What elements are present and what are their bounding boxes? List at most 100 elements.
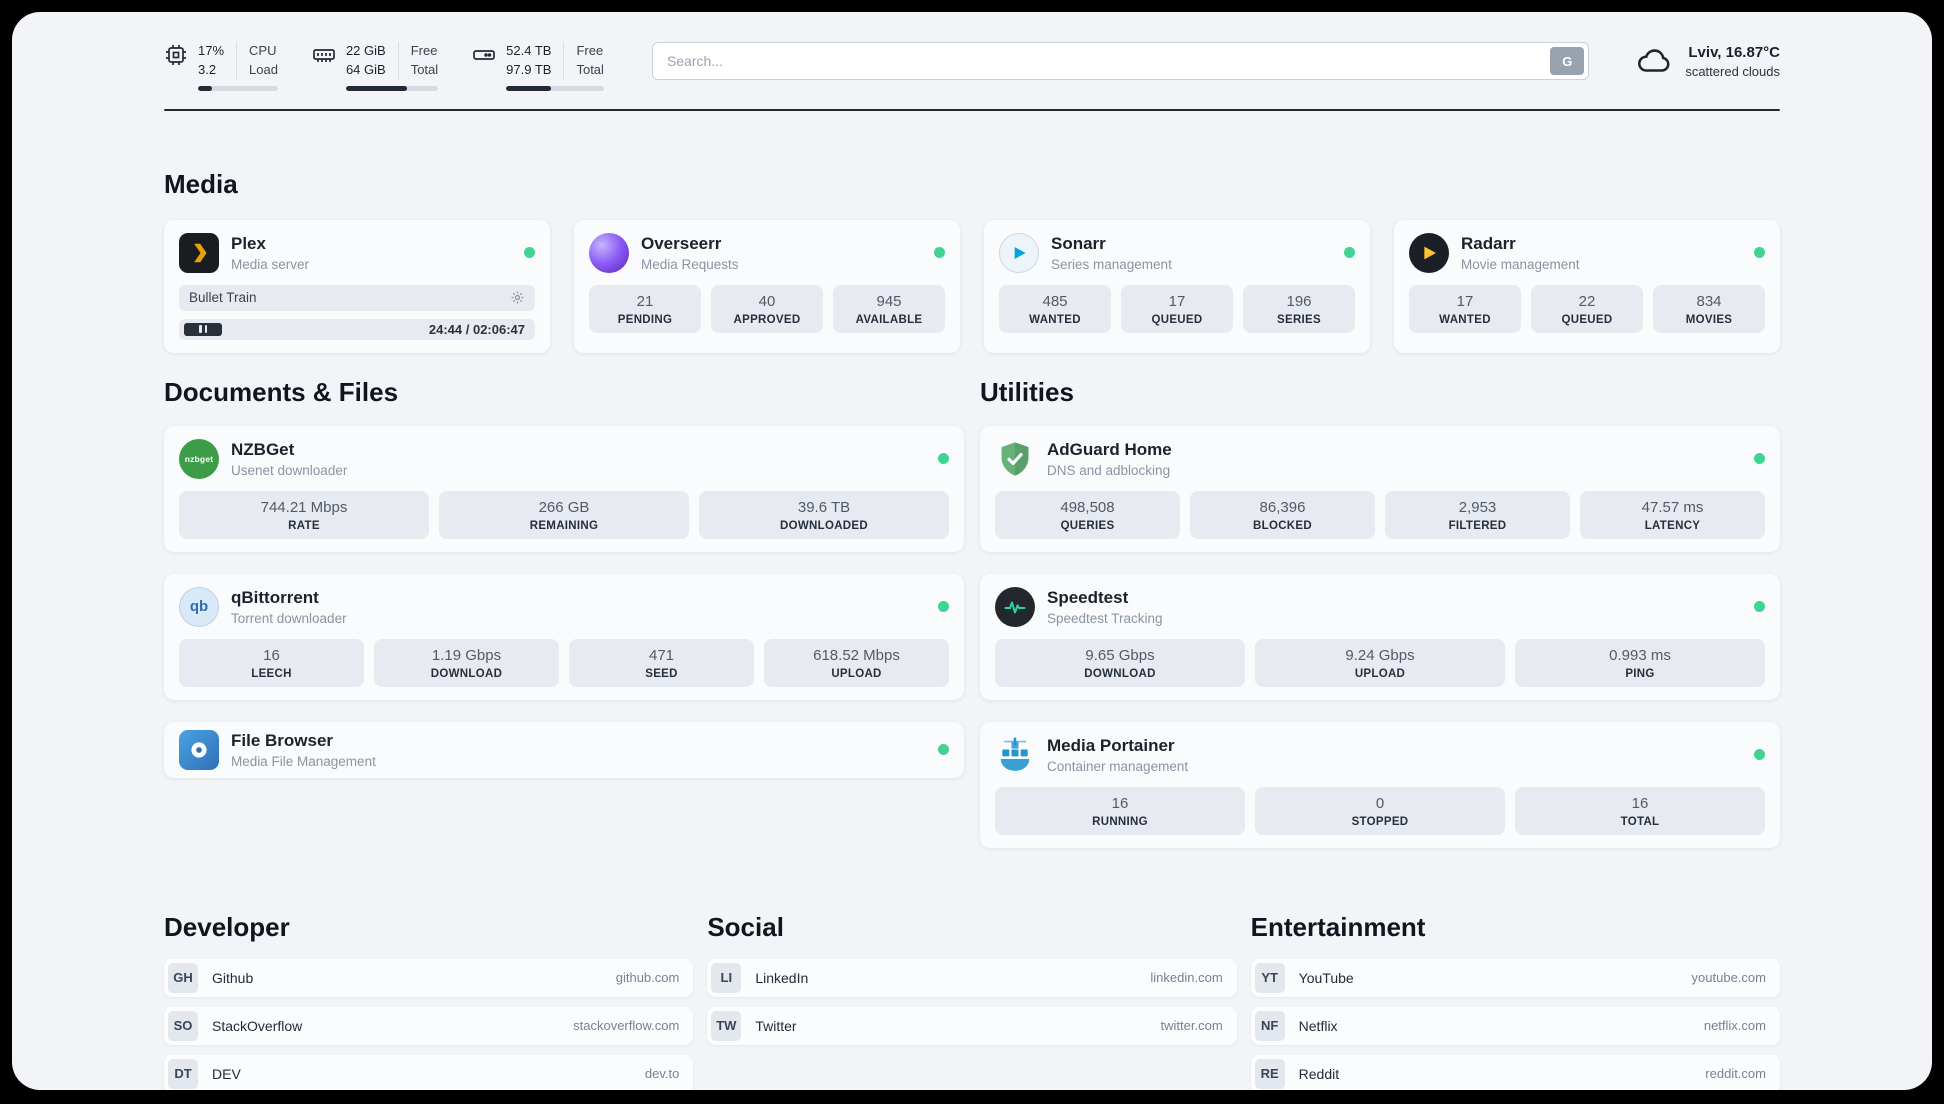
stat-box: 9.24 Gbps UPLOAD — [1255, 638, 1505, 687]
pause-button[interactable] — [184, 322, 222, 336]
topbar: 17% 3.2 CPU Load — [164, 40, 1780, 91]
stat-label: DOWNLOADED — [780, 519, 868, 532]
stat-value: 40 — [758, 292, 776, 310]
section-title-social: Social — [707, 911, 784, 942]
app-name: Speedtest — [1047, 587, 1129, 607]
bookmark-twitter[interactable]: TW Twitter twitter.com — [707, 1006, 1237, 1045]
media-grid: Plex Media server Bullet Train — [164, 219, 1780, 353]
app-card-nzbget[interactable]: nzbget NZBGet Usenet downloader 744.21 M… — [164, 425, 964, 552]
section-title-media: Media — [164, 168, 238, 199]
stat-label: REMAINING — [529, 519, 599, 532]
bookmark-url: netflix.com — [1703, 1018, 1766, 1034]
disk-total-value: 97.9 TB — [506, 61, 552, 77]
ram-total-label: Total — [410, 61, 439, 77]
stat-box: 945 AVAILABLE — [833, 284, 945, 333]
search-input[interactable] — [651, 42, 1590, 80]
stat-label: DOWNLOAD — [1084, 667, 1156, 680]
app-name: NZBGet — [231, 439, 295, 459]
app-card-plex[interactable]: Plex Media server Bullet Train — [164, 219, 550, 353]
qbittorrent-icon-text: qb — [189, 598, 209, 616]
app-name: Plex — [231, 233, 266, 253]
section-title-utilities: Utilities — [980, 376, 1074, 407]
stat-label: WANTED — [1029, 313, 1081, 326]
documents-utilities-grid: nzbget NZBGet Usenet downloader 744.21 M… — [164, 425, 1780, 848]
stat-value: 485 — [1042, 292, 1068, 310]
status-dot — [524, 247, 535, 259]
app-card-speedtest[interactable]: Speedtest Speedtest Tracking 9.65 Gbps D… — [980, 573, 1780, 700]
app-card-qbittorrent[interactable]: qb qBittorrent Torrent downloader 16 LEE… — [164, 573, 964, 700]
stat-box: 86,396 BLOCKED — [1190, 490, 1375, 539]
bookmark-name: YouTube — [1298, 969, 1354, 986]
ram-total-value: 64 GiB — [345, 61, 386, 77]
filebrowser-icon — [179, 729, 219, 770]
stat-box: 471 SEED — [569, 638, 754, 687]
stat-value: 618.52 Mbps — [813, 646, 900, 664]
bookmark-badge: GH — [168, 962, 198, 993]
app-subtitle: Container management — [1047, 758, 1189, 774]
weather-location-temp: Lviv, 16.87°C — [1688, 43, 1780, 61]
app-card-filebrowser[interactable]: File Browser Media File Management — [164, 721, 964, 778]
stat-value: 0.993 ms — [1609, 646, 1671, 664]
status-dot — [938, 453, 949, 465]
bookmark-reddit[interactable]: RE Reddit reddit.com — [1250, 1054, 1780, 1090]
bookmark-url: linkedin.com — [1150, 970, 1223, 986]
app-card-sonarr[interactable]: Sonarr Series management 485 WANTED 17 Q… — [984, 219, 1370, 353]
app-name: Radarr — [1461, 233, 1516, 253]
stat-value: 9.24 Gbps — [1345, 646, 1415, 664]
bookmark-group-entertainment: Entertainment YT YouTube youtube.com NF … — [1250, 911, 1780, 1090]
stat-label: RUNNING — [1092, 815, 1148, 828]
stat-value: 834 — [1696, 292, 1722, 310]
disk-monitor: 52.4 TB 97.9 TB Free Total — [472, 42, 604, 91]
app-subtitle: DNS and adblocking — [1047, 462, 1171, 478]
search-provider-button[interactable]: G — [1550, 47, 1585, 75]
bookmark-linkedin[interactable]: LI LinkedIn linkedin.com — [707, 958, 1237, 997]
stat-label: WANTED — [1439, 313, 1491, 326]
app-name: Media Portainer — [1047, 735, 1175, 755]
stat-box: 39.6 TB DOWNLOADED — [699, 490, 949, 539]
app-subtitle: Media Requests — [641, 256, 739, 272]
plex-icon — [179, 232, 219, 273]
bookmark-name: Github — [212, 969, 254, 986]
bookmark-name: StackOverflow — [212, 1017, 303, 1034]
cpu-load-label: Load — [249, 61, 278, 77]
bookmark-netflix[interactable]: NF Netflix netflix.com — [1250, 1006, 1780, 1045]
app-card-radarr[interactable]: Radarr Movie management 17 WANTED 22 QUE… — [1394, 219, 1780, 353]
dashboard-panel: 17% 3.2 CPU Load — [12, 12, 1932, 1090]
bookmark-badge: TW — [711, 1010, 742, 1041]
bookmark-group-developer: Developer GH Github github.com SO StackO… — [164, 912, 694, 1090]
section-title-entertainment: Entertainment — [1250, 911, 1426, 942]
stat-label: APPROVED — [733, 313, 801, 326]
nzbget-icon: nzbget — [179, 438, 219, 479]
qbittorrent-icon: qb — [179, 586, 219, 627]
status-dot — [1754, 247, 1765, 259]
weather-widget: Lviv, 16.87°C scattered clouds — [1635, 42, 1780, 80]
status-dot — [1754, 749, 1765, 761]
bookmark-youtube[interactable]: YT YouTube youtube.com — [1250, 958, 1780, 997]
disk-free-label: Free — [576, 43, 604, 58]
stat-label: BLOCKED — [1253, 519, 1312, 532]
status-dot — [1344, 247, 1355, 259]
app-card-portainer[interactable]: Media Portainer Container management 16 … — [980, 721, 1780, 848]
cpu-chip-icon — [164, 43, 188, 67]
cpu-monitor: 17% 3.2 CPU Load — [164, 42, 278, 91]
ram-usage-bar-fill — [345, 85, 407, 91]
bookmark-dev[interactable]: DT DEV dev.to — [164, 1054, 694, 1090]
gear-icon[interactable] — [510, 290, 525, 305]
portainer-icon — [995, 735, 1035, 775]
radarr-icon — [1409, 232, 1449, 273]
app-card-adguard[interactable]: AdGuard Home DNS and adblocking 498,508 … — [980, 425, 1780, 552]
app-card-overseerr[interactable]: Overseerr Media Requests 21 PENDING 40 A… — [574, 219, 960, 353]
hard-drive-icon — [472, 43, 496, 67]
stat-box: 618.52 Mbps UPLOAD — [764, 638, 949, 687]
playback-progress-bar[interactable]: 24:44 / 02:06:47 — [179, 318, 535, 340]
stat-value: 86,396 — [1259, 498, 1306, 516]
stat-box: 40 APPROVED — [711, 284, 823, 333]
app-name: Overseerr — [641, 233, 722, 253]
app-subtitle: Series management — [1051, 256, 1172, 272]
bookmark-github[interactable]: GH Github github.com — [164, 958, 694, 997]
stat-box: 196 SERIES — [1243, 284, 1355, 333]
stat-label: QUEUED — [1151, 313, 1203, 326]
stat-value: 22 — [1578, 292, 1596, 310]
stat-value: 17 — [1168, 292, 1186, 310]
bookmark-stackoverflow[interactable]: SO StackOverflow stackoverflow.com — [164, 1006, 694, 1045]
